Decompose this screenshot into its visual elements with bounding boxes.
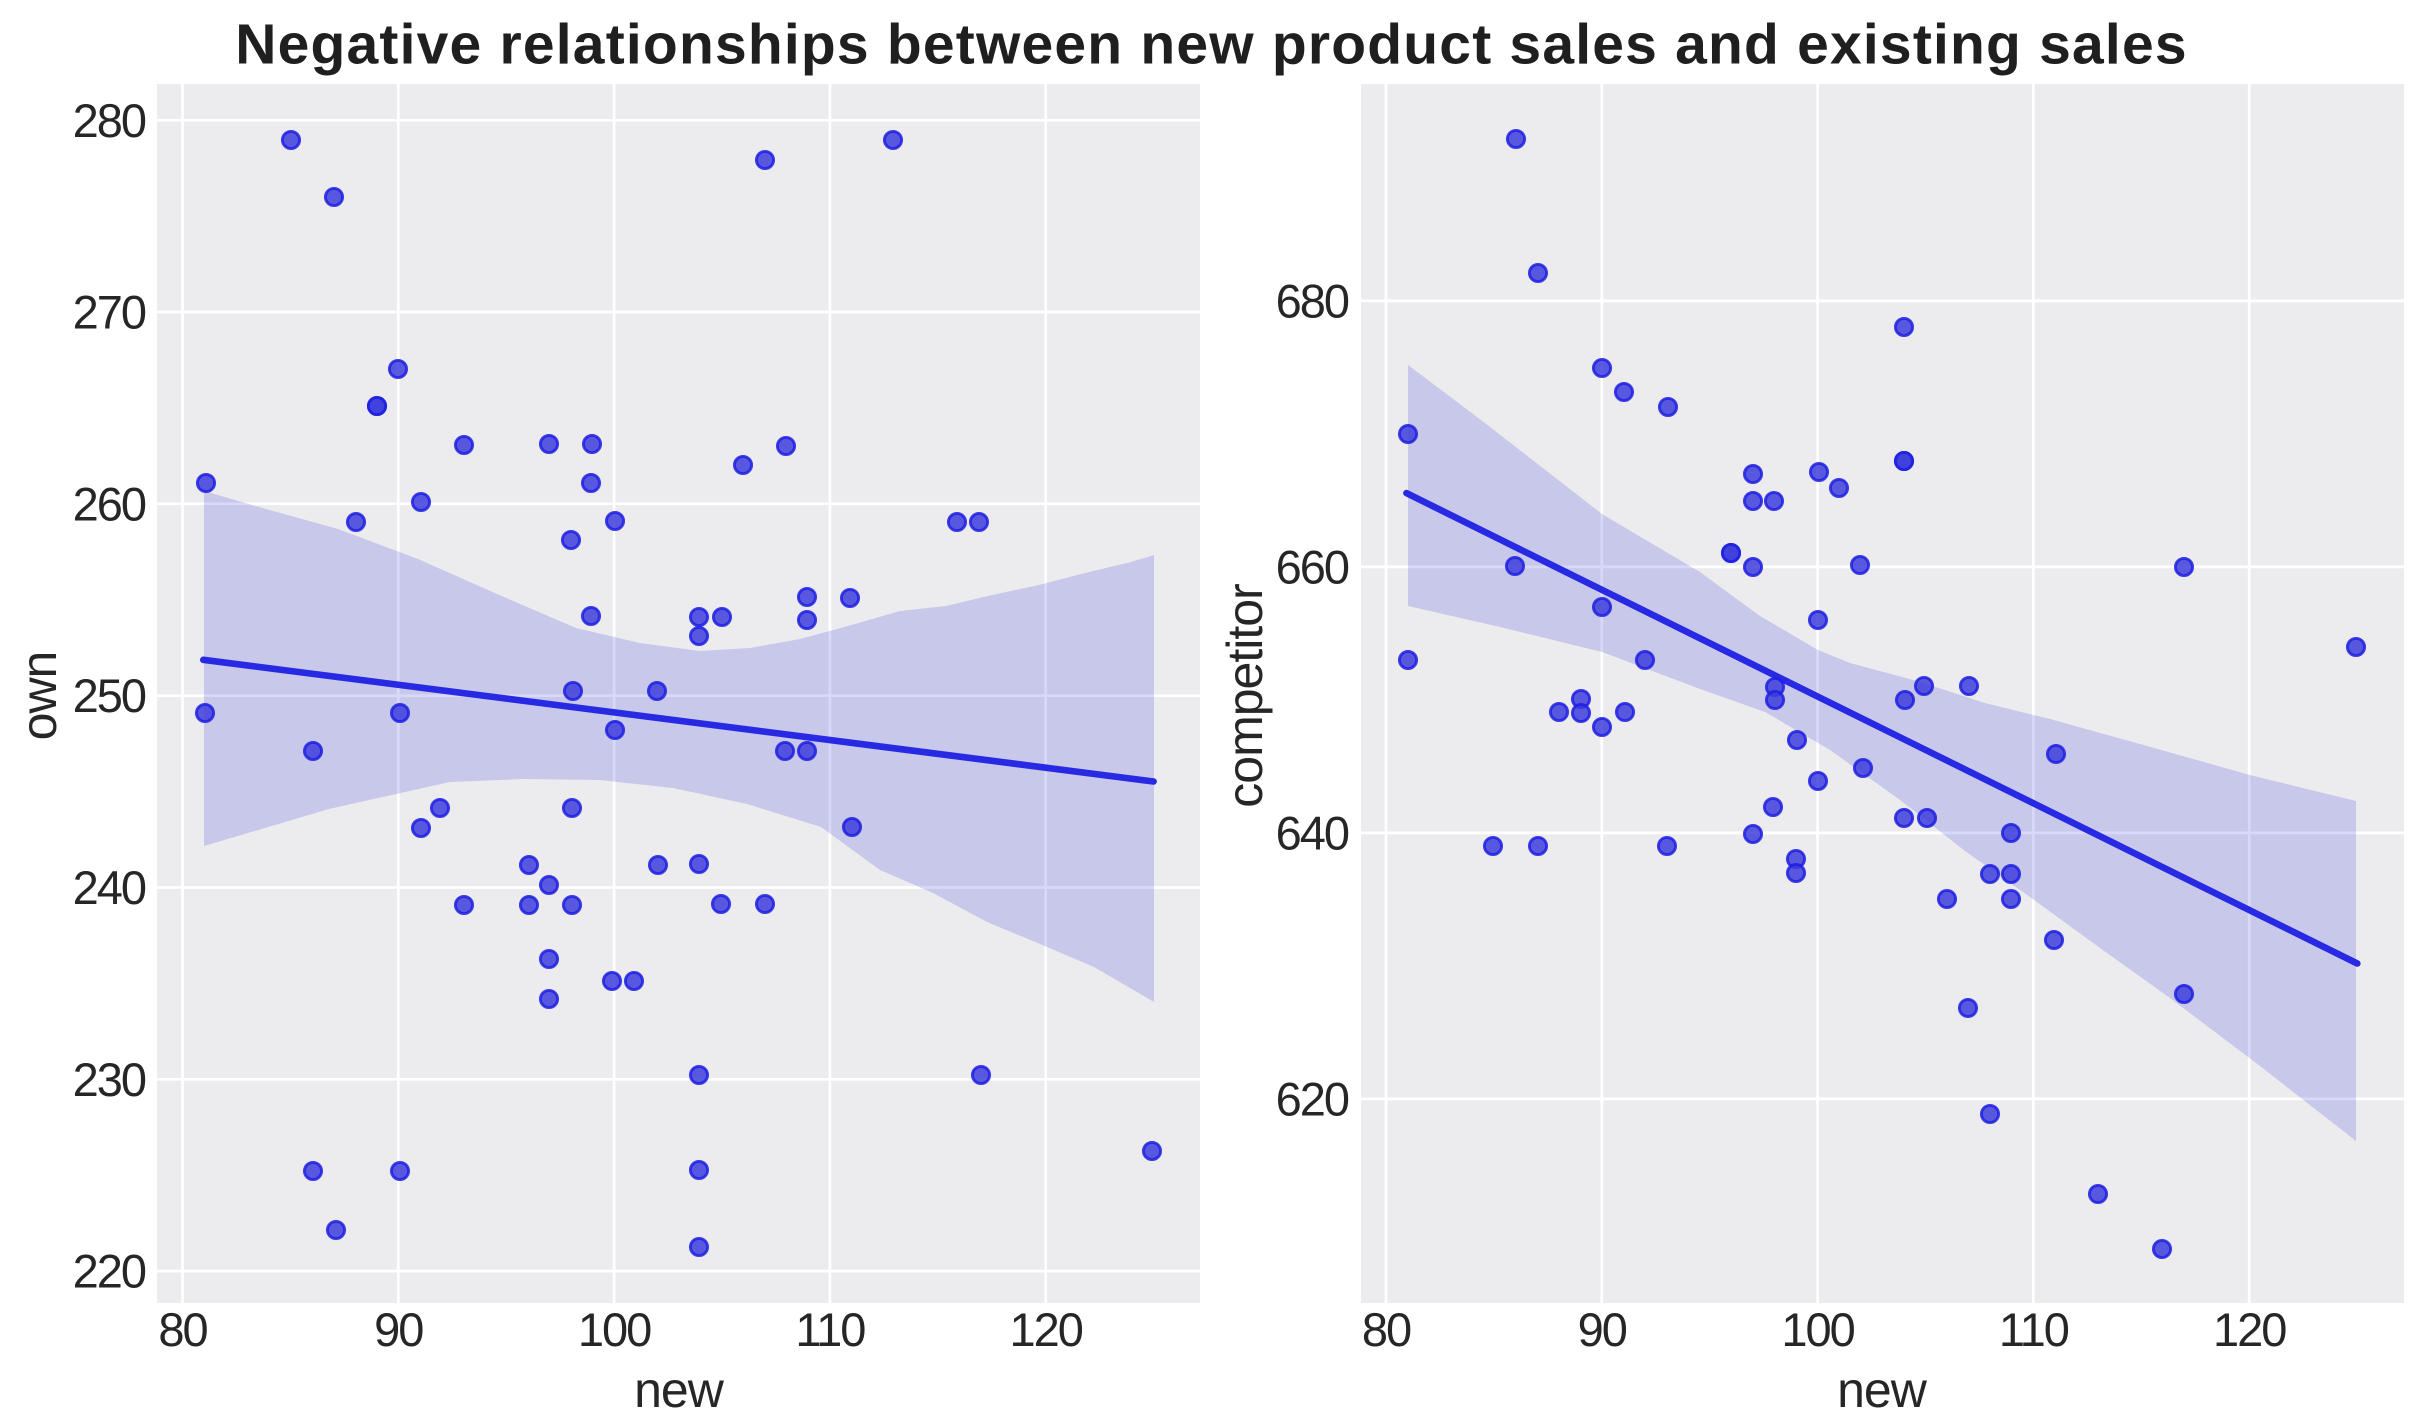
svg-text:80: 80 [158, 1303, 207, 1356]
svg-text:260: 260 [73, 477, 146, 530]
svg-text:new: new [634, 1362, 725, 1418]
svg-text:110: 110 [1999, 1303, 2069, 1356]
svg-text:90: 90 [374, 1303, 423, 1356]
svg-text:100: 100 [578, 1303, 651, 1356]
svg-text:own: own [11, 652, 67, 741]
svg-text:competitor: competitor [1217, 584, 1273, 808]
svg-text:Negative relationships between: Negative relationships between new produ… [235, 13, 2188, 77]
svg-text:250: 250 [73, 669, 146, 722]
svg-text:620: 620 [1276, 1072, 1349, 1125]
svg-text:640: 640 [1276, 806, 1349, 859]
svg-text:120: 120 [2213, 1303, 2286, 1356]
svg-text:110: 110 [795, 1303, 865, 1356]
svg-text:90: 90 [1578, 1303, 1627, 1356]
svg-text:120: 120 [1009, 1303, 1082, 1356]
svg-text:240: 240 [73, 861, 146, 914]
svg-text:new: new [1837, 1362, 1928, 1418]
svg-text:280: 280 [73, 94, 146, 147]
svg-text:220: 220 [73, 1245, 146, 1298]
svg-text:230: 230 [73, 1053, 146, 1106]
svg-text:660: 660 [1276, 540, 1349, 593]
svg-text:100: 100 [1781, 1303, 1854, 1356]
svg-text:80: 80 [1362, 1303, 1411, 1356]
svg-text:270: 270 [73, 286, 146, 339]
svg-text:680: 680 [1276, 274, 1349, 327]
